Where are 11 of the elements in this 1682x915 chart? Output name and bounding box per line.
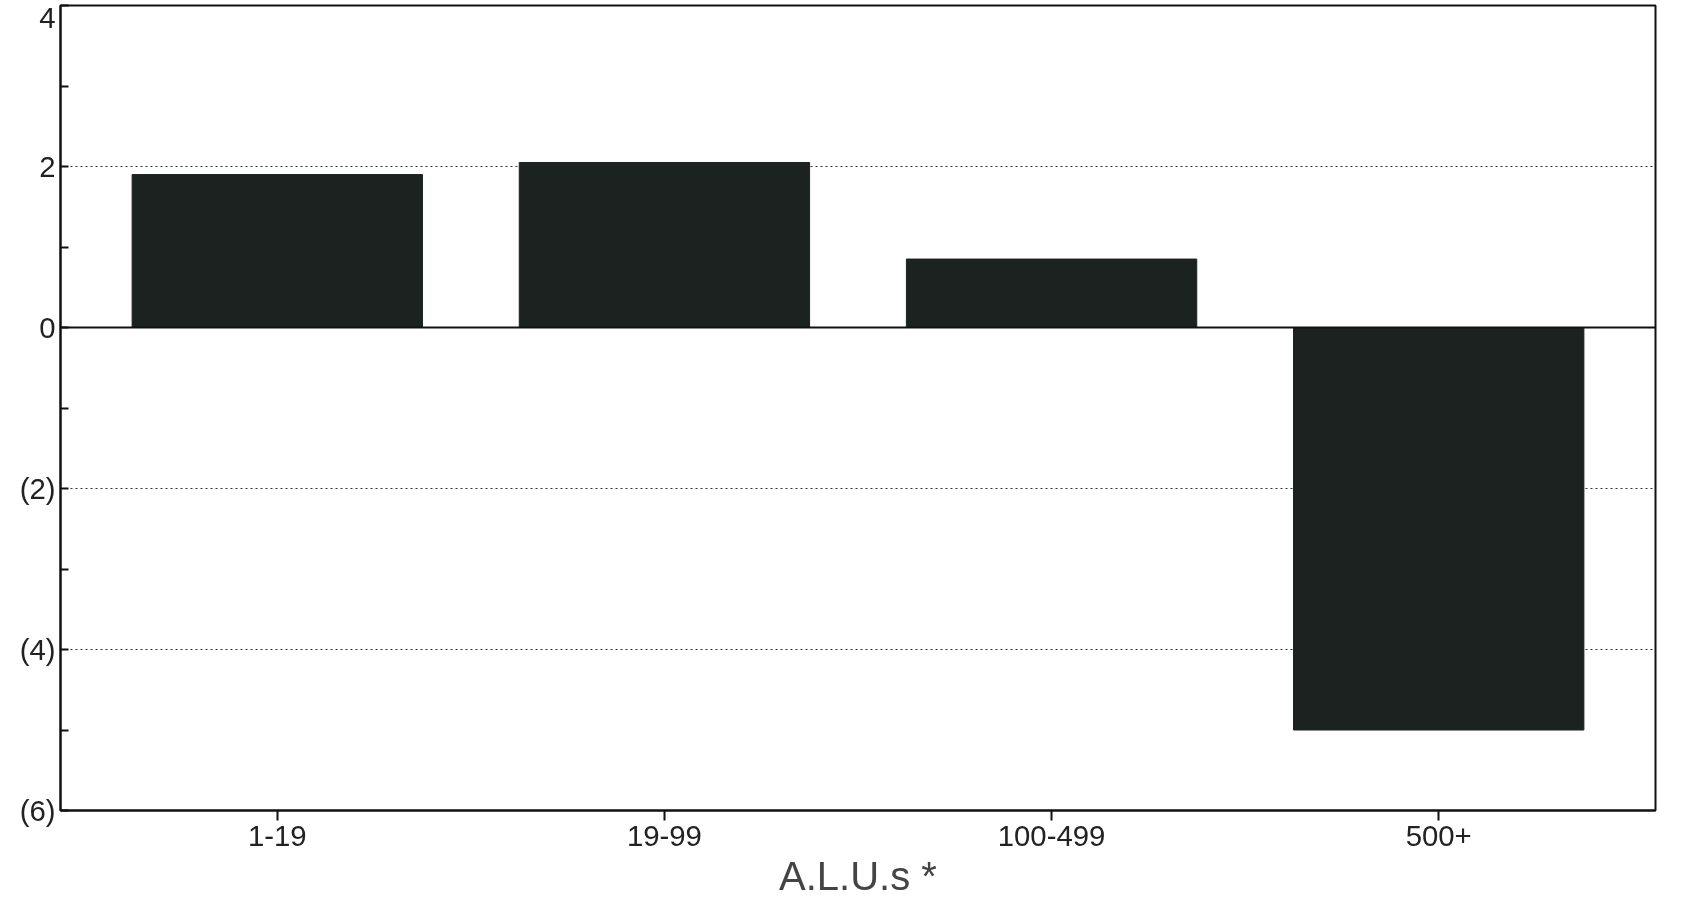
y-tick-label: 0 [39, 311, 56, 344]
y-tick-label: 2 [39, 150, 56, 183]
x-tick-label: 100-499 [997, 818, 1106, 852]
x-tick-label: 500+ [1405, 818, 1472, 852]
y-tick-label: (6) [19, 794, 56, 827]
y-tick-label: 4 [39, 0, 56, 34]
x-tick-label: 19-99 [626, 818, 702, 852]
x-axis-title: A.L.U.s * [779, 853, 937, 898]
y-tick-label: (2) [19, 472, 56, 505]
x-tick-label: 1-19 [247, 818, 307, 852]
y-tick-label: (4) [19, 633, 56, 666]
